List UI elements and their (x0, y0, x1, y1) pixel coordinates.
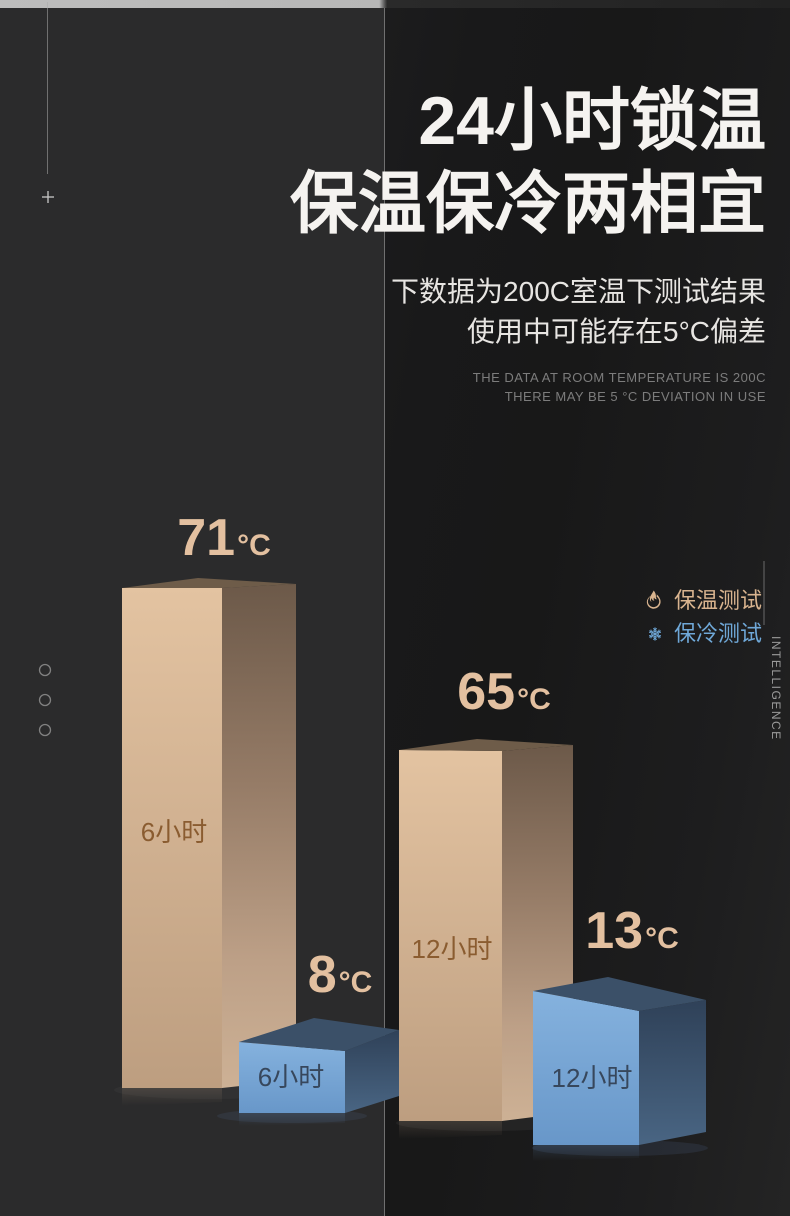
svg-text:12小时: 12小时 (552, 1063, 633, 1093)
svg-text:8°C: 8°C (308, 946, 373, 1004)
svg-text:65°C: 65°C (457, 663, 551, 721)
svg-text:保冷测试: 保冷测试 (674, 621, 762, 646)
svg-text:13°C: 13°C (585, 902, 679, 960)
svg-text:12小时: 12小时 (412, 934, 493, 964)
svg-text:71°C: 71°C (177, 509, 271, 567)
svg-text:6小时: 6小时 (141, 817, 207, 847)
svg-text:6小时: 6小时 (258, 1062, 324, 1092)
svg-text:INTELLIGENCE: INTELLIGENCE (769, 636, 783, 741)
svg-text:保温测试: 保温测试 (674, 588, 762, 613)
